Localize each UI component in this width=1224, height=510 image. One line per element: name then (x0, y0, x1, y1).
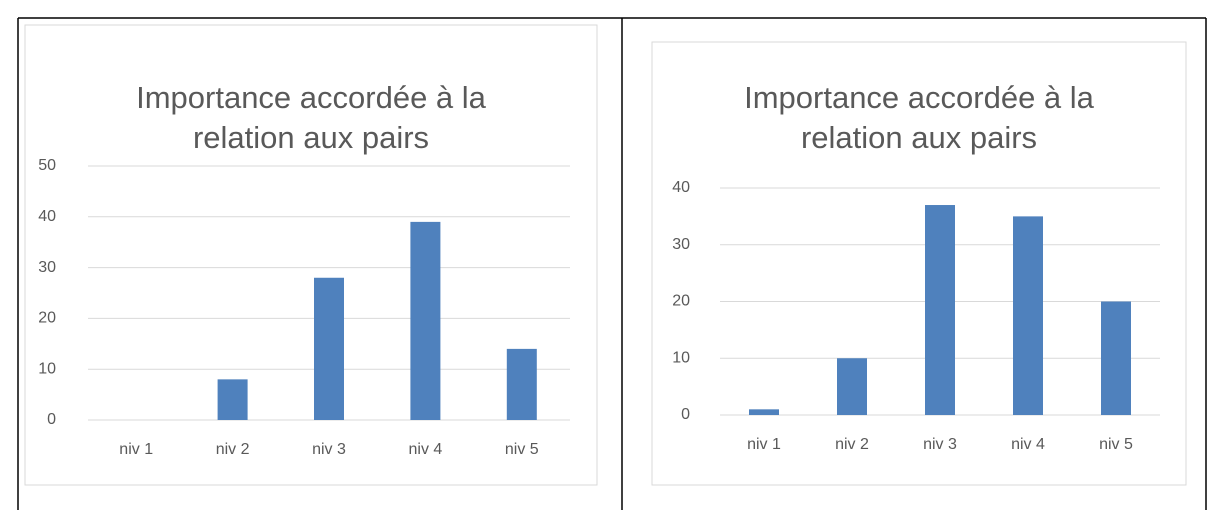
bar (1101, 301, 1131, 415)
x-tick-label: niv 3 (312, 441, 346, 458)
y-tick-label: 0 (681, 406, 690, 423)
x-tick-label: niv 5 (1099, 436, 1133, 453)
bar (314, 277, 344, 420)
chart-title: Importance accordée à la (744, 80, 1095, 115)
y-tick-label: 50 (38, 157, 56, 174)
y-tick-label: 0 (47, 411, 56, 428)
bar (749, 409, 779, 415)
x-tick-label: niv 2 (835, 436, 869, 453)
chart-frame (651, 41, 1187, 486)
chart-title: relation aux pairs (193, 120, 429, 155)
y-tick-label: 30 (38, 259, 56, 276)
x-tick-label: niv 3 (923, 436, 957, 453)
chart-title: Importance accordée à la (136, 80, 487, 115)
bar (506, 348, 537, 420)
y-tick-label: 20 (672, 293, 690, 310)
chart-frame (24, 24, 598, 486)
bar (217, 379, 248, 420)
x-tick-label: niv 4 (1011, 436, 1045, 453)
y-tick-label: 20 (38, 310, 56, 327)
bar (925, 205, 955, 415)
x-tick-label: niv 4 (409, 441, 443, 458)
bar (1013, 216, 1043, 415)
bar (410, 221, 441, 420)
y-tick-label: 40 (38, 208, 56, 225)
bar (837, 358, 867, 415)
y-tick-label: 30 (672, 236, 690, 253)
y-tick-label: 40 (672, 179, 690, 196)
y-tick-label: 10 (672, 349, 690, 366)
x-tick-label: niv 1 (119, 441, 153, 458)
x-tick-label: niv 5 (505, 441, 539, 458)
x-tick-label: niv 1 (747, 436, 781, 453)
chart-title: relation aux pairs (801, 120, 1037, 155)
x-tick-label: niv 2 (216, 441, 250, 458)
y-tick-label: 10 (38, 360, 56, 377)
